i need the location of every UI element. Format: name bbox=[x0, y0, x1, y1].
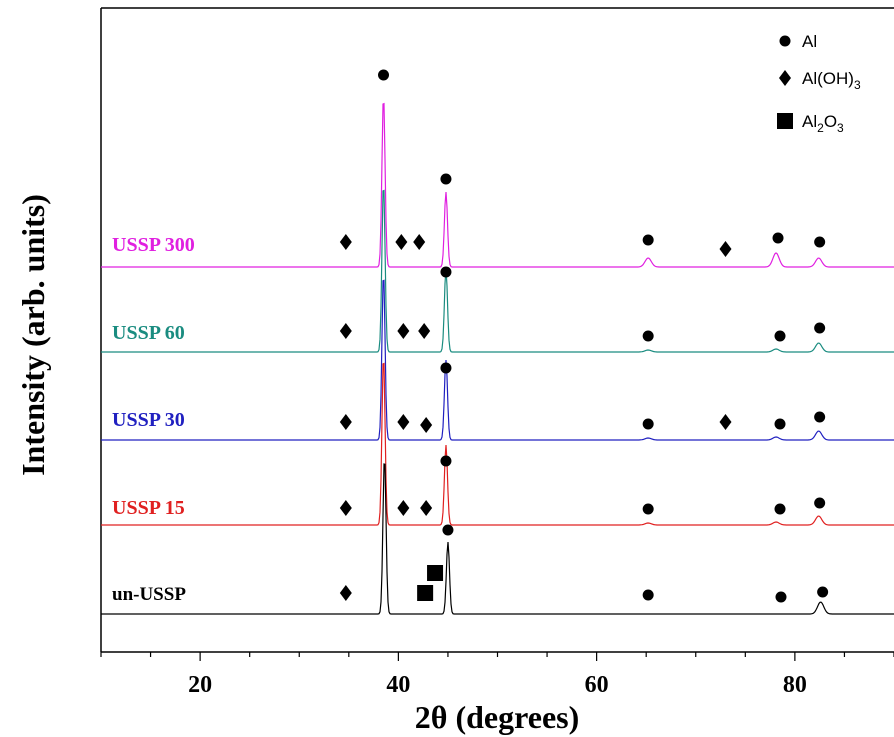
al-marker bbox=[814, 322, 826, 334]
al-marker bbox=[642, 330, 654, 342]
series-ussp-300: USSP 300 bbox=[101, 69, 894, 268]
al-marker bbox=[440, 362, 452, 374]
al-marker bbox=[817, 586, 829, 598]
al-oh3-marker bbox=[397, 323, 410, 339]
series-ussp-60: USSP 60 bbox=[101, 189, 894, 353]
legend-label: Al(OH)3 bbox=[802, 69, 861, 92]
al-marker bbox=[814, 497, 826, 509]
al-oh3-marker bbox=[420, 417, 433, 433]
al-marker bbox=[440, 455, 452, 467]
series-line bbox=[101, 102, 894, 268]
al-marker bbox=[775, 591, 787, 603]
al-oh3-marker bbox=[397, 500, 410, 516]
y-axis-label: Intensity (arb. units) bbox=[15, 194, 51, 476]
al-oh3-marker bbox=[339, 323, 352, 339]
al-marker bbox=[642, 418, 654, 430]
series-line bbox=[101, 279, 894, 441]
series-un-ussp: un-USSP bbox=[101, 463, 894, 615]
al-marker bbox=[774, 503, 786, 515]
x-tick-label: 40 bbox=[386, 672, 410, 698]
al-marker bbox=[814, 411, 826, 423]
axes: 20 40 60 80 bbox=[100, 7, 894, 698]
al-oh3-marker bbox=[339, 585, 352, 601]
al-marker bbox=[642, 503, 654, 515]
al-oh3-marker bbox=[339, 500, 352, 516]
legend: Al Al(OH)3 Al2O3 bbox=[777, 32, 861, 135]
x-tick-label: 80 bbox=[783, 672, 807, 698]
al2o3-marker bbox=[417, 585, 434, 601]
al-marker bbox=[774, 330, 786, 342]
al-marker bbox=[442, 524, 454, 536]
al-oh3-marker bbox=[719, 241, 732, 257]
series-label: USSP 300 bbox=[112, 234, 195, 256]
legend-diamond-icon bbox=[779, 70, 791, 86]
al2o3-marker bbox=[427, 565, 444, 581]
series-label: USSP 30 bbox=[112, 409, 185, 431]
series-line bbox=[101, 463, 894, 615]
al-marker bbox=[772, 232, 784, 244]
al-oh3-marker bbox=[395, 234, 408, 250]
al-oh3-marker bbox=[339, 414, 352, 430]
al-marker bbox=[378, 69, 390, 81]
al-marker bbox=[440, 266, 452, 278]
al-oh3-marker bbox=[339, 234, 352, 250]
legend-circle-icon bbox=[779, 35, 791, 47]
al-oh3-marker bbox=[413, 234, 426, 250]
al-marker bbox=[642, 589, 654, 601]
series-group: USSP 300 USSP 60 USSP 30 USSP 15 un-USSP bbox=[101, 69, 894, 615]
al-oh3-marker bbox=[719, 414, 732, 430]
x-tick-label: 60 bbox=[585, 672, 609, 698]
legend-label: Al bbox=[802, 32, 817, 51]
al-marker bbox=[814, 236, 826, 248]
series-line bbox=[101, 362, 894, 526]
series-ussp-15: USSP 15 bbox=[101, 362, 894, 526]
series-label: un-USSP bbox=[112, 584, 186, 605]
legend-label: Al2O3 bbox=[802, 112, 844, 135]
series-label: USSP 15 bbox=[112, 497, 185, 519]
series-line bbox=[101, 189, 894, 353]
x-axis-label: 2θ (degrees) bbox=[415, 699, 580, 735]
legend-square-icon bbox=[777, 113, 793, 129]
al-marker bbox=[642, 234, 654, 246]
x-tick-label: 20 bbox=[188, 672, 212, 698]
series-ussp-30: USSP 30 bbox=[101, 279, 894, 441]
al-oh3-marker bbox=[418, 323, 431, 339]
al-marker bbox=[440, 173, 452, 185]
series-label: USSP 60 bbox=[112, 322, 185, 344]
al-marker bbox=[774, 418, 786, 430]
al-oh3-marker bbox=[397, 414, 410, 430]
al-oh3-marker bbox=[420, 500, 433, 516]
